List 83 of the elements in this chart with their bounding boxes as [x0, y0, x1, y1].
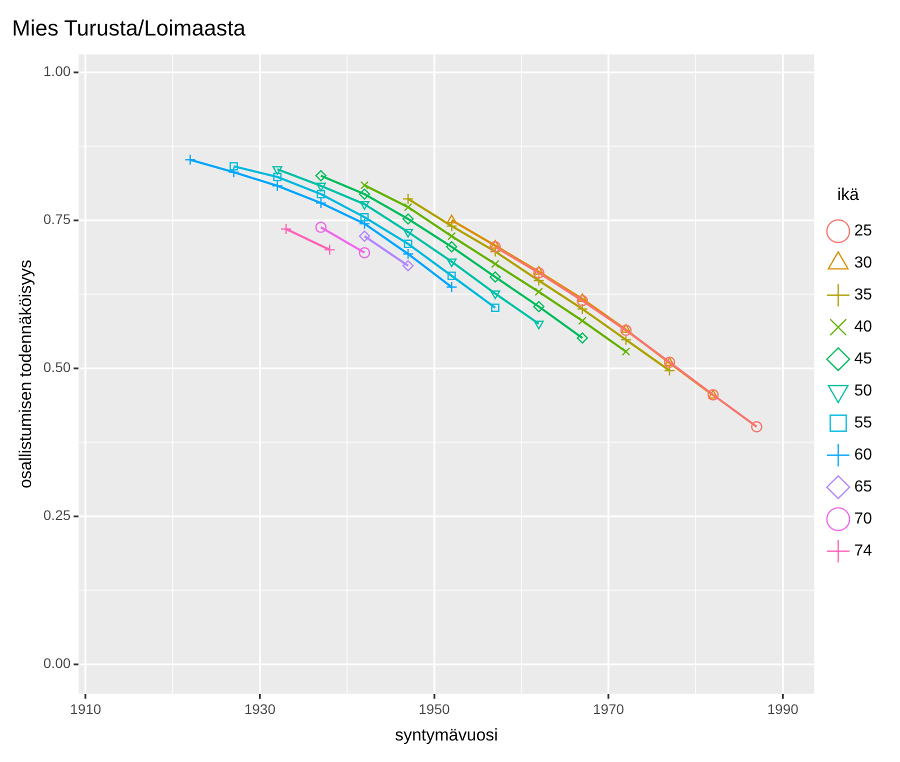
legend-label: 25: [854, 222, 872, 240]
point: [315, 170, 327, 182]
point: [576, 332, 588, 344]
y-tick-label: 1.00: [43, 63, 71, 80]
legend-label: 40: [854, 318, 872, 336]
y-tick-label: 0.00: [43, 655, 71, 672]
point: [491, 304, 500, 312]
point: [402, 248, 414, 260]
point: [402, 193, 414, 205]
point: [576, 295, 588, 306]
point: [360, 213, 369, 222]
y-tick-label: 0.75: [43, 211, 71, 228]
point: [272, 166, 282, 175]
point: [576, 303, 588, 315]
point: [403, 228, 414, 238]
point: [620, 334, 632, 346]
legend-label: 55: [854, 414, 872, 432]
point: [315, 197, 327, 209]
point: [491, 260, 500, 268]
point: [280, 223, 292, 235]
point: [664, 364, 676, 376]
point: [490, 240, 500, 249]
legend-title: ikä: [837, 184, 860, 204]
point: [404, 240, 412, 248]
legend-label: 50: [854, 382, 872, 400]
point: [272, 180, 284, 192]
point: [228, 166, 240, 178]
point: [360, 181, 369, 190]
point: [534, 288, 543, 296]
point: [446, 241, 458, 252]
point: [446, 214, 457, 224]
point: [230, 162, 238, 170]
point: [533, 267, 544, 279]
point: [446, 258, 457, 268]
legend-label: 30: [854, 254, 872, 272]
point: [751, 421, 762, 432]
point: [447, 272, 456, 280]
legend-label: 60: [854, 446, 872, 464]
point: [184, 154, 196, 166]
point: [316, 182, 326, 192]
x-tick-label: 1930: [244, 701, 276, 718]
legend-label: 70: [854, 510, 872, 528]
point: [316, 190, 326, 198]
y-axis-title: osallistumisen todennäköisyys: [16, 260, 35, 488]
point: [358, 247, 370, 258]
point: [490, 290, 500, 300]
point: [446, 220, 458, 232]
point: [622, 347, 630, 356]
x-tick-label: 1990: [767, 701, 799, 718]
point: [577, 293, 588, 302]
point: [620, 324, 632, 336]
point: [620, 324, 631, 333]
point: [402, 213, 414, 225]
point: [358, 188, 370, 200]
point: [358, 230, 370, 242]
legend-label: 45: [854, 350, 872, 368]
legend-label: 35: [854, 286, 872, 304]
y-tick-label: 0.50: [43, 359, 71, 376]
point: [324, 244, 336, 256]
point: [315, 222, 327, 233]
chart-title: Mies Turusta/Loimaasta: [12, 15, 246, 40]
point: [533, 274, 544, 286]
point: [273, 172, 282, 182]
x-axis-title: syntymävuosi: [394, 725, 498, 744]
point: [490, 271, 501, 283]
point: [360, 201, 370, 210]
point: [534, 320, 544, 330]
legend-label: 74: [854, 542, 872, 560]
point: [490, 246, 501, 258]
point: [446, 281, 458, 293]
x-tick-label: 1970: [592, 701, 624, 718]
point: [402, 260, 414, 272]
point: [358, 218, 370, 230]
point: [490, 241, 501, 252]
point: [404, 202, 412, 212]
point: [578, 316, 587, 325]
point: [447, 232, 456, 240]
point: [533, 300, 544, 312]
x-tick-label: 1950: [418, 701, 450, 718]
legend-label: 65: [854, 478, 872, 496]
point: [534, 266, 544, 275]
y-tick-label: 0.25: [43, 507, 71, 524]
x-tick-label: 1910: [70, 701, 102, 718]
